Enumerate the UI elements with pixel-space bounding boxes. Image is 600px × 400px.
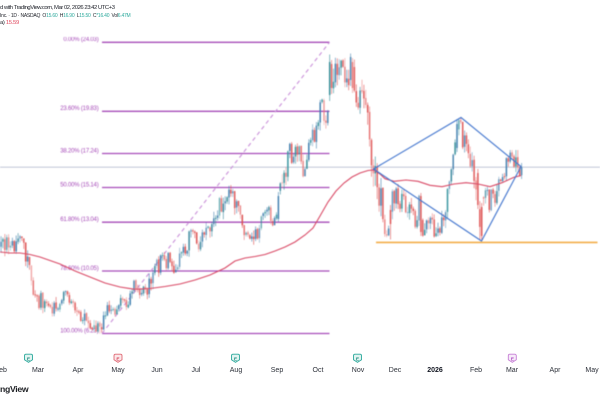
svg-text:E: E bbox=[27, 357, 31, 363]
svg-text:Sep: Sep bbox=[271, 367, 284, 374]
svg-text:100.00% (6.23): 100.00% (6.23) bbox=[60, 328, 98, 334]
svg-text:Apr: Apr bbox=[73, 367, 85, 374]
svg-text:23.60% (19.83): 23.60% (19.83) bbox=[60, 106, 98, 112]
svg-text:Mar: Mar bbox=[506, 367, 519, 374]
svg-text:0.00% (24.03): 0.00% (24.03) bbox=[63, 37, 98, 43]
svg-text:Mar: Mar bbox=[32, 367, 45, 374]
svg-text:50.00% (15.14): 50.00% (15.14) bbox=[60, 182, 98, 188]
svg-text:61.80% (13.04): 61.80% (13.04) bbox=[60, 217, 98, 223]
svg-text:Dec: Dec bbox=[389, 367, 402, 374]
svg-text:E: E bbox=[356, 357, 360, 363]
svg-text:Oct: Oct bbox=[313, 367, 324, 374]
svg-text:Jul: Jul bbox=[192, 367, 201, 374]
svg-text:eb: eb bbox=[0, 367, 7, 374]
svg-text:May: May bbox=[111, 367, 125, 374]
svg-text:78.60% (10.05): 78.60% (10.05) bbox=[60, 266, 98, 272]
svg-text:May: May bbox=[585, 367, 599, 374]
svg-text:Apr: Apr bbox=[550, 367, 562, 374]
svg-text:Feb: Feb bbox=[470, 367, 482, 374]
svg-text:2026: 2026 bbox=[427, 367, 443, 374]
svg-text:E: E bbox=[234, 357, 238, 363]
svg-text:Nov: Nov bbox=[352, 367, 365, 374]
svg-text:E: E bbox=[116, 357, 120, 363]
svg-text:E: E bbox=[511, 357, 515, 363]
svg-text:Jun: Jun bbox=[151, 367, 162, 374]
svg-text:38.20% (17.24): 38.20% (17.24) bbox=[60, 148, 98, 154]
svg-text:Aug: Aug bbox=[230, 367, 243, 374]
